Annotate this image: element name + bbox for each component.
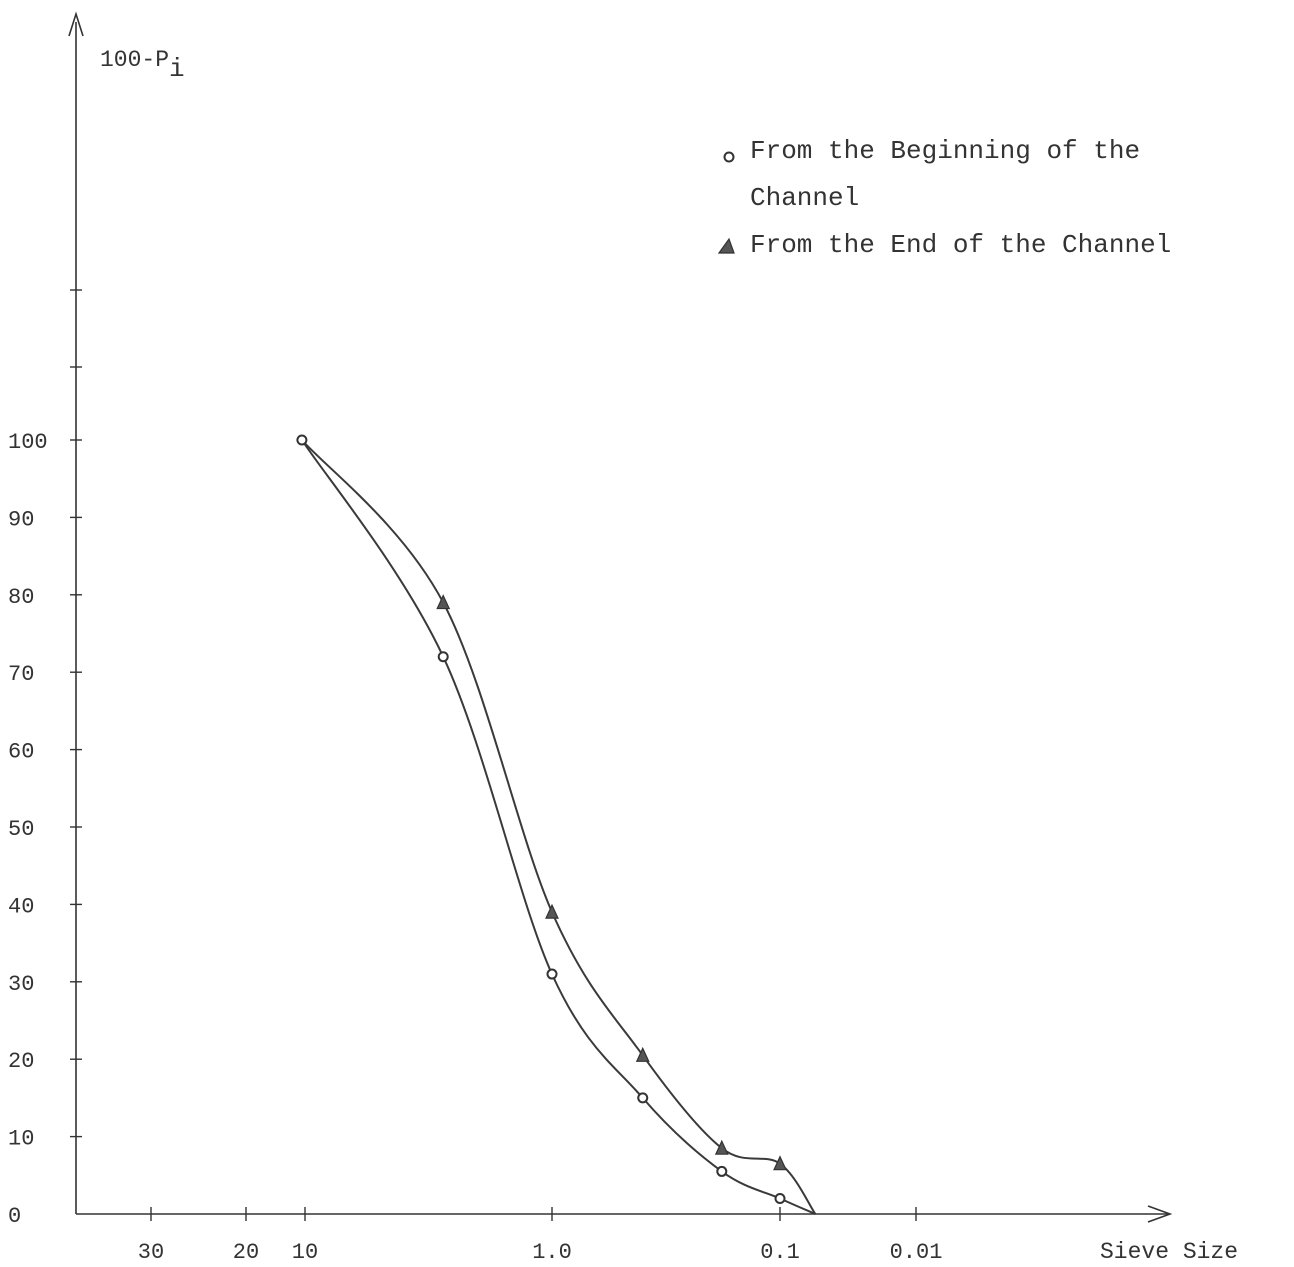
legend-label-beginning-line1: From the Beginning of the (750, 136, 1140, 166)
legend: From the Beginning of the Channel From t… (717, 136, 1171, 260)
y-tick-label: 60 (8, 740, 34, 765)
curves (301, 439, 817, 1215)
y-tick-label: 0 (8, 1204, 21, 1229)
markers (296, 434, 787, 1205)
data-point-beginning (716, 1165, 728, 1177)
data-point-beginning (437, 651, 449, 663)
x-tick-label: 0.01 (890, 1240, 943, 1265)
x-tick-label: 0.1 (760, 1240, 800, 1265)
x-tick-label: 20 (233, 1240, 259, 1265)
x-tick-label: 1.0 (532, 1240, 572, 1265)
x-tick-label: 10 (292, 1240, 318, 1265)
y-tick-label: 80 (8, 585, 34, 610)
axes (68, 11, 1173, 1223)
x-axis-title: Sieve Size (1100, 1239, 1238, 1265)
series-beginning-line (301, 439, 816, 1215)
y-tick-label: 30 (8, 972, 34, 997)
data-point-end (635, 1046, 650, 1062)
data-point-end (714, 1139, 729, 1155)
legend-label-beginning-line2: Channel (750, 183, 859, 213)
y-tick-label: 50 (8, 817, 34, 842)
data-point-end (773, 1155, 787, 1171)
data-point-beginning (296, 434, 308, 446)
y-tick-label: 90 (8, 507, 34, 532)
series-end-line (301, 439, 817, 1215)
data-point-beginning (637, 1092, 649, 1104)
legend-circle-marker (723, 151, 735, 163)
legend-label-end: From the End of the Channel (750, 230, 1171, 260)
y-axis-title: 100-Pi (100, 47, 185, 84)
y-ticks: 0 10 20 30 40 50 60 70 80 90 100 (8, 430, 82, 1229)
data-point-beginning (774, 1193, 786, 1205)
y-tick-label: 100 (8, 430, 48, 455)
data-point-end (436, 594, 451, 610)
data-point-end (545, 903, 559, 919)
legend-triangle-marker (717, 237, 735, 254)
y-tick-label: 20 (8, 1049, 34, 1074)
x-axis-arrowhead (1147, 1205, 1173, 1223)
x-tick-label: 30 (138, 1240, 164, 1265)
data-point-beginning (546, 968, 558, 980)
y-tick-label: 40 (8, 894, 34, 919)
x-ticks: 30 20 10 1.0 0.1 0.01 (138, 1207, 943, 1265)
y-tick-label: 70 (8, 662, 34, 687)
y-tick-label: 10 (8, 1127, 34, 1152)
y-axis-arrowhead (68, 11, 84, 37)
